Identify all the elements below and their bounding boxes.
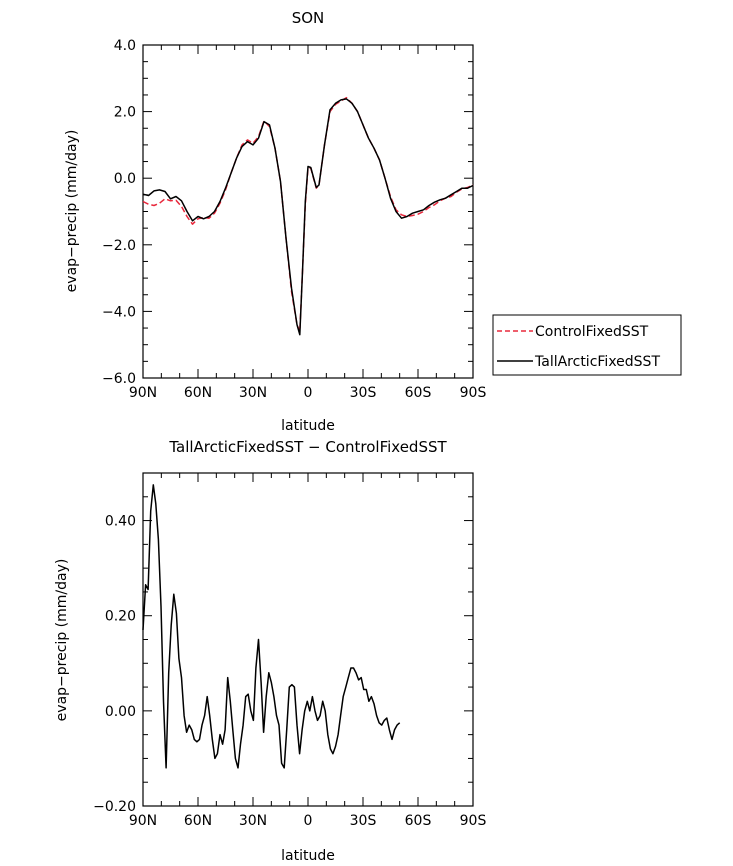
top-y-tick-label: 4.0 [114,38,136,54]
legend: ControlFixedSST TallArcticFixedSST [492,314,682,376]
legend-label-control: ControlFixedSST [535,324,649,340]
bottom-x-tick-label: 90N [129,813,157,829]
top-y-axis-label: evap−precip (mm/day) [64,130,80,293]
bottom-ticks [142,472,474,807]
top-y-tick-label: 0.0 [114,171,136,187]
top-x-tick-label: 60S [405,385,432,401]
bottom-x-axis-label: latitude [281,848,335,864]
bottom-y-tick-labels: 0.40 0.20 0.00 −0.20 [93,514,136,815]
bottom-x-tick-label: 30N [239,813,267,829]
bottom-x-tick-labels: 90N 60N 30N 0 30S 60S 90S [129,813,487,829]
top-plot-frame [142,44,474,379]
bottom-series-lines [142,484,401,769]
top-y-tick-labels: 4.0 2.0 0.0 −2.0 −4.0 −6.0 [102,38,136,387]
legend-box [492,314,682,376]
top-y-tick-label: −6.0 [102,371,136,387]
top-chart-title: SON [292,9,325,27]
legend-label-tallarctic: TallArcticFixedSST [534,354,660,370]
top-x-tick-labels: 90N 60N 30N 0 30S 60S 90S [129,385,487,401]
top-series-lines [142,96,474,336]
bottom-x-tick-label: 0 [304,813,313,829]
top-x-tick-label: 0 [304,385,313,401]
top-series-line-1 [142,98,474,336]
top-ticks [142,44,474,379]
top-x-tick-label: 30N [239,385,267,401]
top-x-tick-label: 90S [460,385,487,401]
bottom-x-tick-label: 60N [184,813,212,829]
bottom-series-line-0 [142,484,401,769]
top-y-tick-label: 2.0 [114,105,136,121]
top-x-tick-label: 90N [129,385,157,401]
bottom-y-tick-label: 0.40 [105,514,136,530]
bottom-y-tick-label: 0.00 [105,704,136,720]
bottom-panel: TallArcticFixedSST − ControlFixedSST 0.4… [54,438,486,864]
top-y-tick-label: −2.0 [102,238,136,254]
bottom-x-tick-label: 30S [350,813,377,829]
bottom-x-tick-label: 90S [460,813,487,829]
top-panel: SON 4.0 2.0 0.0 −2.0 −4.0 −6.0 90N 60N 30N 0 30S 6… [64,9,682,434]
bottom-x-tick-label: 60S [405,813,432,829]
bottom-y-tick-label: 0.20 [105,609,136,625]
top-x-axis-label: latitude [281,418,335,434]
top-series-line-0 [142,96,474,333]
top-x-tick-label: 30S [350,385,377,401]
bottom-plot-frame [142,472,474,807]
bottom-chart-title: TallArcticFixedSST − ControlFixedSST [168,438,447,456]
bottom-y-tick-label: −0.20 [93,799,136,815]
top-y-tick-label: −4.0 [102,304,136,320]
top-x-tick-label: 60N [184,385,212,401]
bottom-y-axis-label: evap−precip (mm/day) [54,559,70,722]
